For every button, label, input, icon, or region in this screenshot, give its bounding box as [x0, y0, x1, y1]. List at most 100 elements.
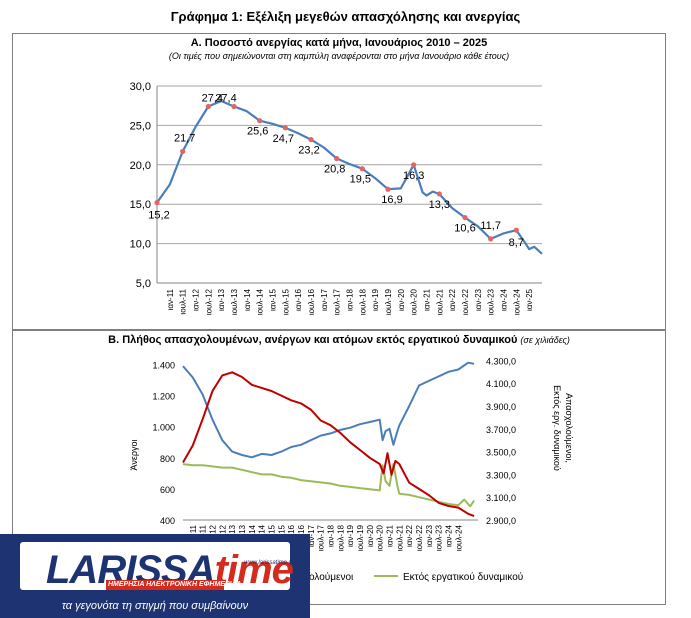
january-value-label: 11,7 [480, 220, 501, 232]
x-tick-label-a: ιαν-11 [166, 288, 175, 310]
employed-line [182, 361, 475, 459]
y-tick-label-a: 20,0 [130, 160, 151, 172]
x-tick-label-a: ιαν-14 [243, 288, 252, 311]
x-tick-label-b: ιουλ-19 [356, 524, 365, 551]
y-axis-label-right-b-line2: Εκτός εργ. δυναμικού [552, 385, 562, 471]
x-tick-label-b: ιουλ-24 [454, 524, 463, 551]
x-tick-label-a: ιαν-16 [294, 288, 303, 311]
y-tick-label-b-right: 3.500,0 [486, 448, 516, 458]
x-tick-label-b: ιαν-20 [366, 524, 375, 547]
unemployed-line [182, 371, 475, 518]
legend-label-employed: ολούμενοι [309, 571, 353, 583]
y-tick-label-b-right: 3.300,0 [486, 470, 516, 480]
y-tick-label-b-left: 1.200 [152, 392, 175, 402]
figure-title: Γράφημα 1: Εξέλιξη μεγεθών απασχόλησης κ… [170, 9, 521, 24]
x-tick-label-a: ιουλ-12 [204, 288, 213, 315]
panel-a-frame [12, 33, 666, 330]
y-axis-label-left-b: Άνεργοι [129, 440, 139, 471]
x-tick-label-a: ιαν-21 [423, 288, 432, 311]
panel-b-title: Β. Πλήθος απασχολουμένων, ανέργων και ατ… [12, 334, 666, 346]
january-value-label: 10,6 [454, 223, 475, 235]
x-tick-label-b: ιουλ-17 [317, 524, 326, 551]
january-value-label: 19,5 [350, 174, 371, 186]
january-value-label: 24,7 [273, 133, 294, 145]
january-marker [411, 162, 417, 168]
x-tick-label-b: ιαν-24 [445, 524, 454, 547]
y-tick-label-a: 30,0 [130, 81, 151, 93]
x-tick-label-a: ιαν-22 [448, 288, 457, 311]
january-marker [180, 148, 186, 155]
x-tick-label-a: ιαν-20 [397, 288, 406, 311]
panel-a-subtitle: (Οι τιμές που σημειώνονται στη καμπύλη α… [168, 51, 510, 61]
x-tick-label-a: ιουλ-14 [256, 288, 265, 315]
january-marker [462, 214, 468, 221]
x-tick-label-a: ιαν-18 [346, 288, 355, 311]
y-tick-label-b-left: 1.400 [152, 361, 175, 371]
x-tick-label-b: ιαν-17 [307, 524, 316, 547]
larissatime-logo: LARISSAtime www.larissatime.gr ΗΜΕΡΗΣΙΑ … [0, 534, 310, 618]
x-tick-label-a: ιουλ-20 [410, 288, 419, 315]
january-value-label: 27,4 [215, 92, 236, 104]
outside-labour-force-line [182, 463, 475, 508]
x-tick-label-a: ιουλ-23 [487, 288, 496, 315]
x-tick-label-a: ιουλ-13 [230, 288, 239, 315]
x-tick-label-a: ιουλ-11 [179, 288, 188, 314]
panel-a-title: Α. Ποσοστό ανεργίας κατά μήνα, Ιανουάριο… [190, 37, 488, 49]
y-tick-label-b-right: 3.700,0 [486, 425, 516, 435]
january-value-label: 13,3 [429, 199, 450, 211]
january-marker [308, 136, 314, 143]
x-tick-label-a: ιουλ-19 [384, 288, 393, 315]
x-tick-label-a: ιουλ-24 [512, 288, 521, 315]
y-tick-label-b-right: 3.900,0 [486, 402, 516, 412]
x-tick-label-a: ιουλ-16 [307, 288, 316, 315]
y-tick-label-b-left: 400 [160, 516, 175, 526]
january-marker [436, 191, 442, 197]
y-tick-label-b-right: 4.100,0 [486, 379, 516, 389]
x-tick-label-a: ιαν-19 [371, 288, 380, 311]
x-tick-label-a: ιουλ-22 [461, 288, 470, 315]
x-tick-label-a: ιαν-25 [525, 288, 534, 311]
x-tick-label-b: ιουλ-21 [395, 524, 404, 551]
y-tick-label-a: 5,0 [136, 278, 151, 290]
january-value-label: 23,2 [298, 145, 319, 157]
january-marker [359, 166, 365, 172]
x-tick-label-a: ιαν-15 [269, 288, 278, 311]
panel-b-unit-note: (σε χιλιάδες) [520, 335, 570, 345]
january-marker [334, 155, 340, 162]
x-tick-label-a: ιουλ-21 [435, 288, 444, 315]
x-tick-label-b: ιαν-18 [327, 524, 336, 547]
legend-label-outside: Εκτός εργατικού δυναμικού [403, 571, 523, 583]
y-tick-label-b-left: 1.000 [152, 423, 175, 433]
x-tick-label-b: ιαν-21 [386, 524, 395, 547]
january-value-label: 8,7 [509, 237, 524, 249]
x-tick-label-b: ιαν-22 [405, 524, 414, 547]
january-value-label: 15,2 [148, 210, 169, 222]
january-value-label: 16,9 [381, 194, 402, 206]
january-marker [488, 236, 494, 242]
january-marker [257, 118, 263, 124]
january-marker [231, 103, 237, 110]
x-tick-label-a: ιαν-12 [192, 288, 201, 311]
january-value-label: 20,8 [324, 163, 345, 175]
january-value-label: 27,4 [202, 92, 223, 104]
y-tick-label-a: 25,0 [130, 120, 151, 132]
january-value-label: 25,6 [247, 126, 268, 138]
x-tick-label-a: ιουλ-18 [358, 288, 367, 315]
x-tick-label-a: ιουλ-15 [281, 288, 290, 315]
y-tick-label-b-right: 3.100,0 [486, 493, 516, 503]
x-tick-label-b: ιουλ-23 [435, 524, 444, 551]
january-value-label: 21,7 [174, 132, 195, 144]
panel-b-title-text: Β. Πλήθος απασχολουμένων, ανέργων και ατ… [108, 334, 518, 346]
x-tick-label-b: ιουλ-22 [415, 524, 424, 551]
y-tick-label-b-right: 2.900,0 [486, 516, 516, 526]
y-tick-label-b-left: 600 [160, 485, 175, 495]
january-marker [513, 227, 519, 233]
january-marker [154, 200, 160, 206]
y-tick-label-a: 15,0 [130, 199, 151, 211]
january-value-label: 16,3 [403, 170, 424, 182]
x-tick-label-a: ιαν-17 [320, 288, 329, 311]
january-marker [205, 103, 211, 110]
logo-slogan: τα γεγονότα τη στιγμή που συμβαίνουν [61, 600, 249, 612]
logo-strip [106, 580, 224, 590]
